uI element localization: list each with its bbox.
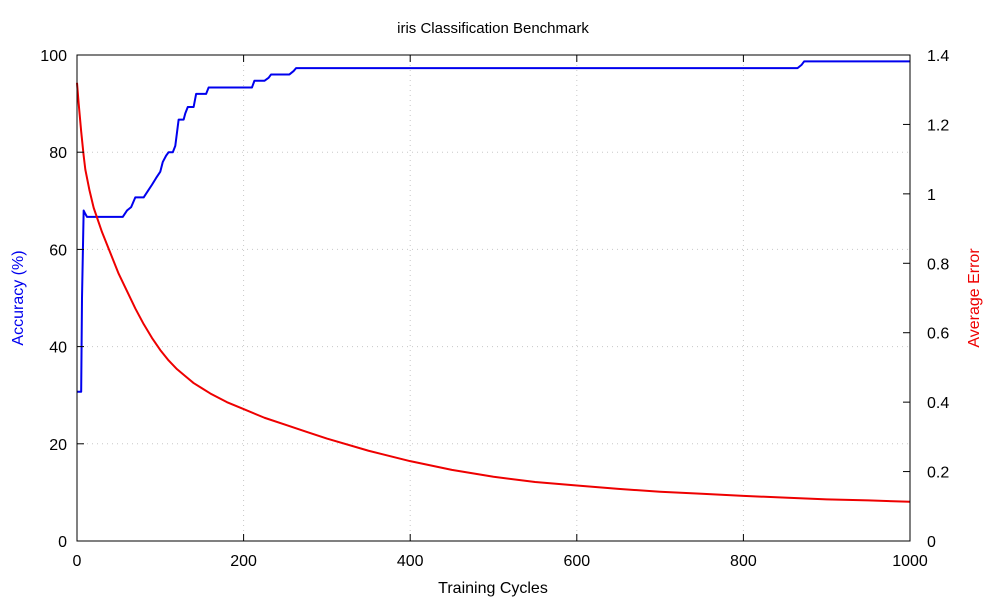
x-axis-title: Training Cycles	[438, 580, 548, 597]
y-left-tick-label: 80	[49, 145, 67, 162]
y-right-tick-label: 1	[927, 187, 936, 204]
y-left-tick-label: 100	[40, 48, 67, 65]
x-tick-label: 0	[73, 553, 82, 570]
left-axis-title: Accuracy (%)	[10, 250, 27, 345]
y-right-tick-label: 0.8	[927, 256, 949, 273]
y-left-tick-label: 20	[49, 437, 67, 454]
accuracy-line	[77, 60, 910, 393]
y-right-tick-label: 0	[927, 534, 936, 551]
y-right-tick-label: 0.4	[927, 395, 949, 412]
x-tick-label: 200	[230, 553, 257, 570]
y-right-tick-label: 0.6	[927, 326, 949, 343]
x-tick-label: 600	[563, 553, 590, 570]
y-right-tick-label: 0.2	[927, 465, 949, 482]
x-tick-label: 800	[730, 553, 757, 570]
axes-layer	[76, 54, 911, 542]
y-left-tick-label: 60	[49, 242, 67, 259]
x-tick-label: 400	[397, 553, 424, 570]
y-left-tick-label: 0	[58, 534, 67, 551]
y-left-tick-label: 40	[49, 340, 67, 357]
chart-title: iris Classification Benchmark	[397, 20, 589, 37]
labels-layer: 0 200 400 600 800 100002040608010000.20.40.60…	[40, 48, 949, 570]
x-tick-label: 1000	[892, 553, 928, 570]
average-error-line	[76, 82, 911, 503]
plot-frame	[76, 54, 911, 542]
y-right-tick-label: 1.4	[927, 48, 949, 65]
right-axis-title: Average Error	[966, 248, 983, 348]
series-layer	[76, 60, 911, 503]
grid-layer	[77, 55, 910, 541]
y-right-tick-label: 1.2	[927, 117, 949, 134]
